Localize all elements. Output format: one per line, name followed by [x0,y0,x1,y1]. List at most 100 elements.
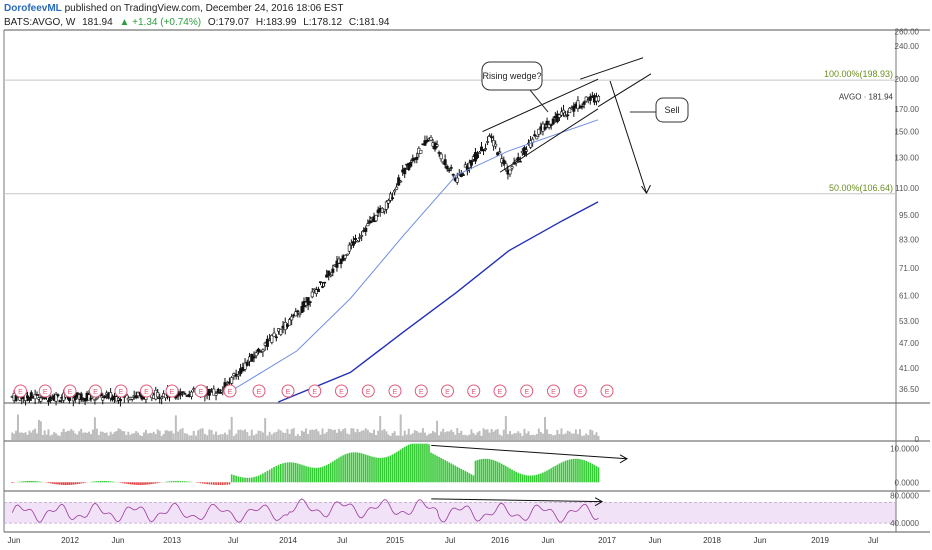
volume-bar [56,435,59,440]
candle-body [443,159,447,166]
candle-body [312,288,316,291]
candle-body [533,134,537,137]
candle-body [316,288,320,293]
candle-body [256,348,260,352]
candle-body [576,100,580,109]
volume-bar [34,428,37,440]
candle-body [568,107,572,114]
earnings-icon [388,384,402,398]
volume-bar [558,434,561,440]
volume-bar [177,431,180,440]
rsi-divergence-arrow-head [594,497,604,507]
earnings-marker: E [38,384,52,398]
candle-body [490,136,494,139]
y-tick-label: 41.00 [899,364,920,373]
candle-body [492,140,496,147]
earnings-label: E [366,389,371,396]
volume-bar [519,433,522,440]
volume-bar [55,433,58,440]
volume-bar [284,432,287,440]
volume-bar [60,431,63,440]
volume-bar [381,430,384,440]
symbol-label[interactable]: BATS:AVGO, W [4,17,76,28]
candle-body [465,165,469,172]
volume-bar [444,432,447,440]
volume-bar [97,434,100,440]
candle-body [306,297,310,306]
volume-bar [409,434,412,440]
author-link[interactable]: DorofeevML [4,3,62,14]
candle-body [353,238,357,240]
volume-bar [438,435,441,440]
volume-bar [290,429,293,440]
volume-bar [552,435,555,440]
volume-bar [168,431,171,440]
candle-body [360,235,364,237]
y-tick-label: 95.00 [899,211,920,220]
volume-bar [210,430,213,440]
volume-bar [448,431,451,440]
volume-bar [292,428,295,440]
volume-bar [415,430,418,440]
volume-bar [315,428,318,440]
volume-bar [436,420,439,440]
volume-bar [352,428,355,440]
volume-bar [368,432,371,440]
x-tick-label: 2015 [386,536,404,545]
volume-bar [405,434,408,440]
volume-bar [217,435,220,440]
volume-bar [325,432,328,440]
volume-bar [117,428,120,440]
volume-bar [164,430,167,440]
earnings-label: E [257,389,262,396]
earnings-icon [252,384,266,398]
candle-body [33,394,37,400]
earnings-label: E [498,389,503,396]
candle-body [584,96,588,102]
candle-body [578,106,582,109]
volume-bar [152,431,155,440]
candle-body [236,374,240,377]
volume-bar [241,430,244,440]
earnings-marker: E [308,384,322,398]
volume-bar [521,435,524,440]
volume-bar [458,432,461,440]
volume-bar [313,430,316,440]
candle-body [475,154,479,158]
volume-bar [508,431,511,440]
volume-bar [127,431,130,440]
volume-bar [541,433,544,440]
candle-body [393,190,397,193]
candle-body [469,160,473,166]
candle-body [597,96,601,102]
volume-bar [494,429,497,440]
volume-bar [564,433,567,440]
volume-bar [498,434,501,440]
volume-bar [329,428,332,440]
volume-bar [356,428,359,440]
volume-bar [395,435,398,440]
chart-header: DorofeevML published on TradingView.com,… [4,2,394,30]
candle-body [272,332,276,337]
volume-bar [113,432,116,440]
candle-body [482,149,486,152]
volume-bar [208,429,211,440]
volume-bar [137,432,140,440]
volume-bar [370,433,373,440]
volume-bar [482,428,485,440]
volume-bar [362,430,365,440]
earnings-icon [414,384,428,398]
volume-bar [511,434,514,440]
volume-bar [502,429,505,440]
candle-body [216,388,220,394]
volume-bar [583,435,586,440]
candle-body [510,166,514,169]
x-tick-label: Jul [337,536,347,545]
candle-body [547,124,551,128]
candle-body [134,395,138,399]
volume-bar [257,430,260,440]
earnings-icon [114,384,128,398]
volume-bar [585,433,588,440]
candle-body [310,291,314,298]
